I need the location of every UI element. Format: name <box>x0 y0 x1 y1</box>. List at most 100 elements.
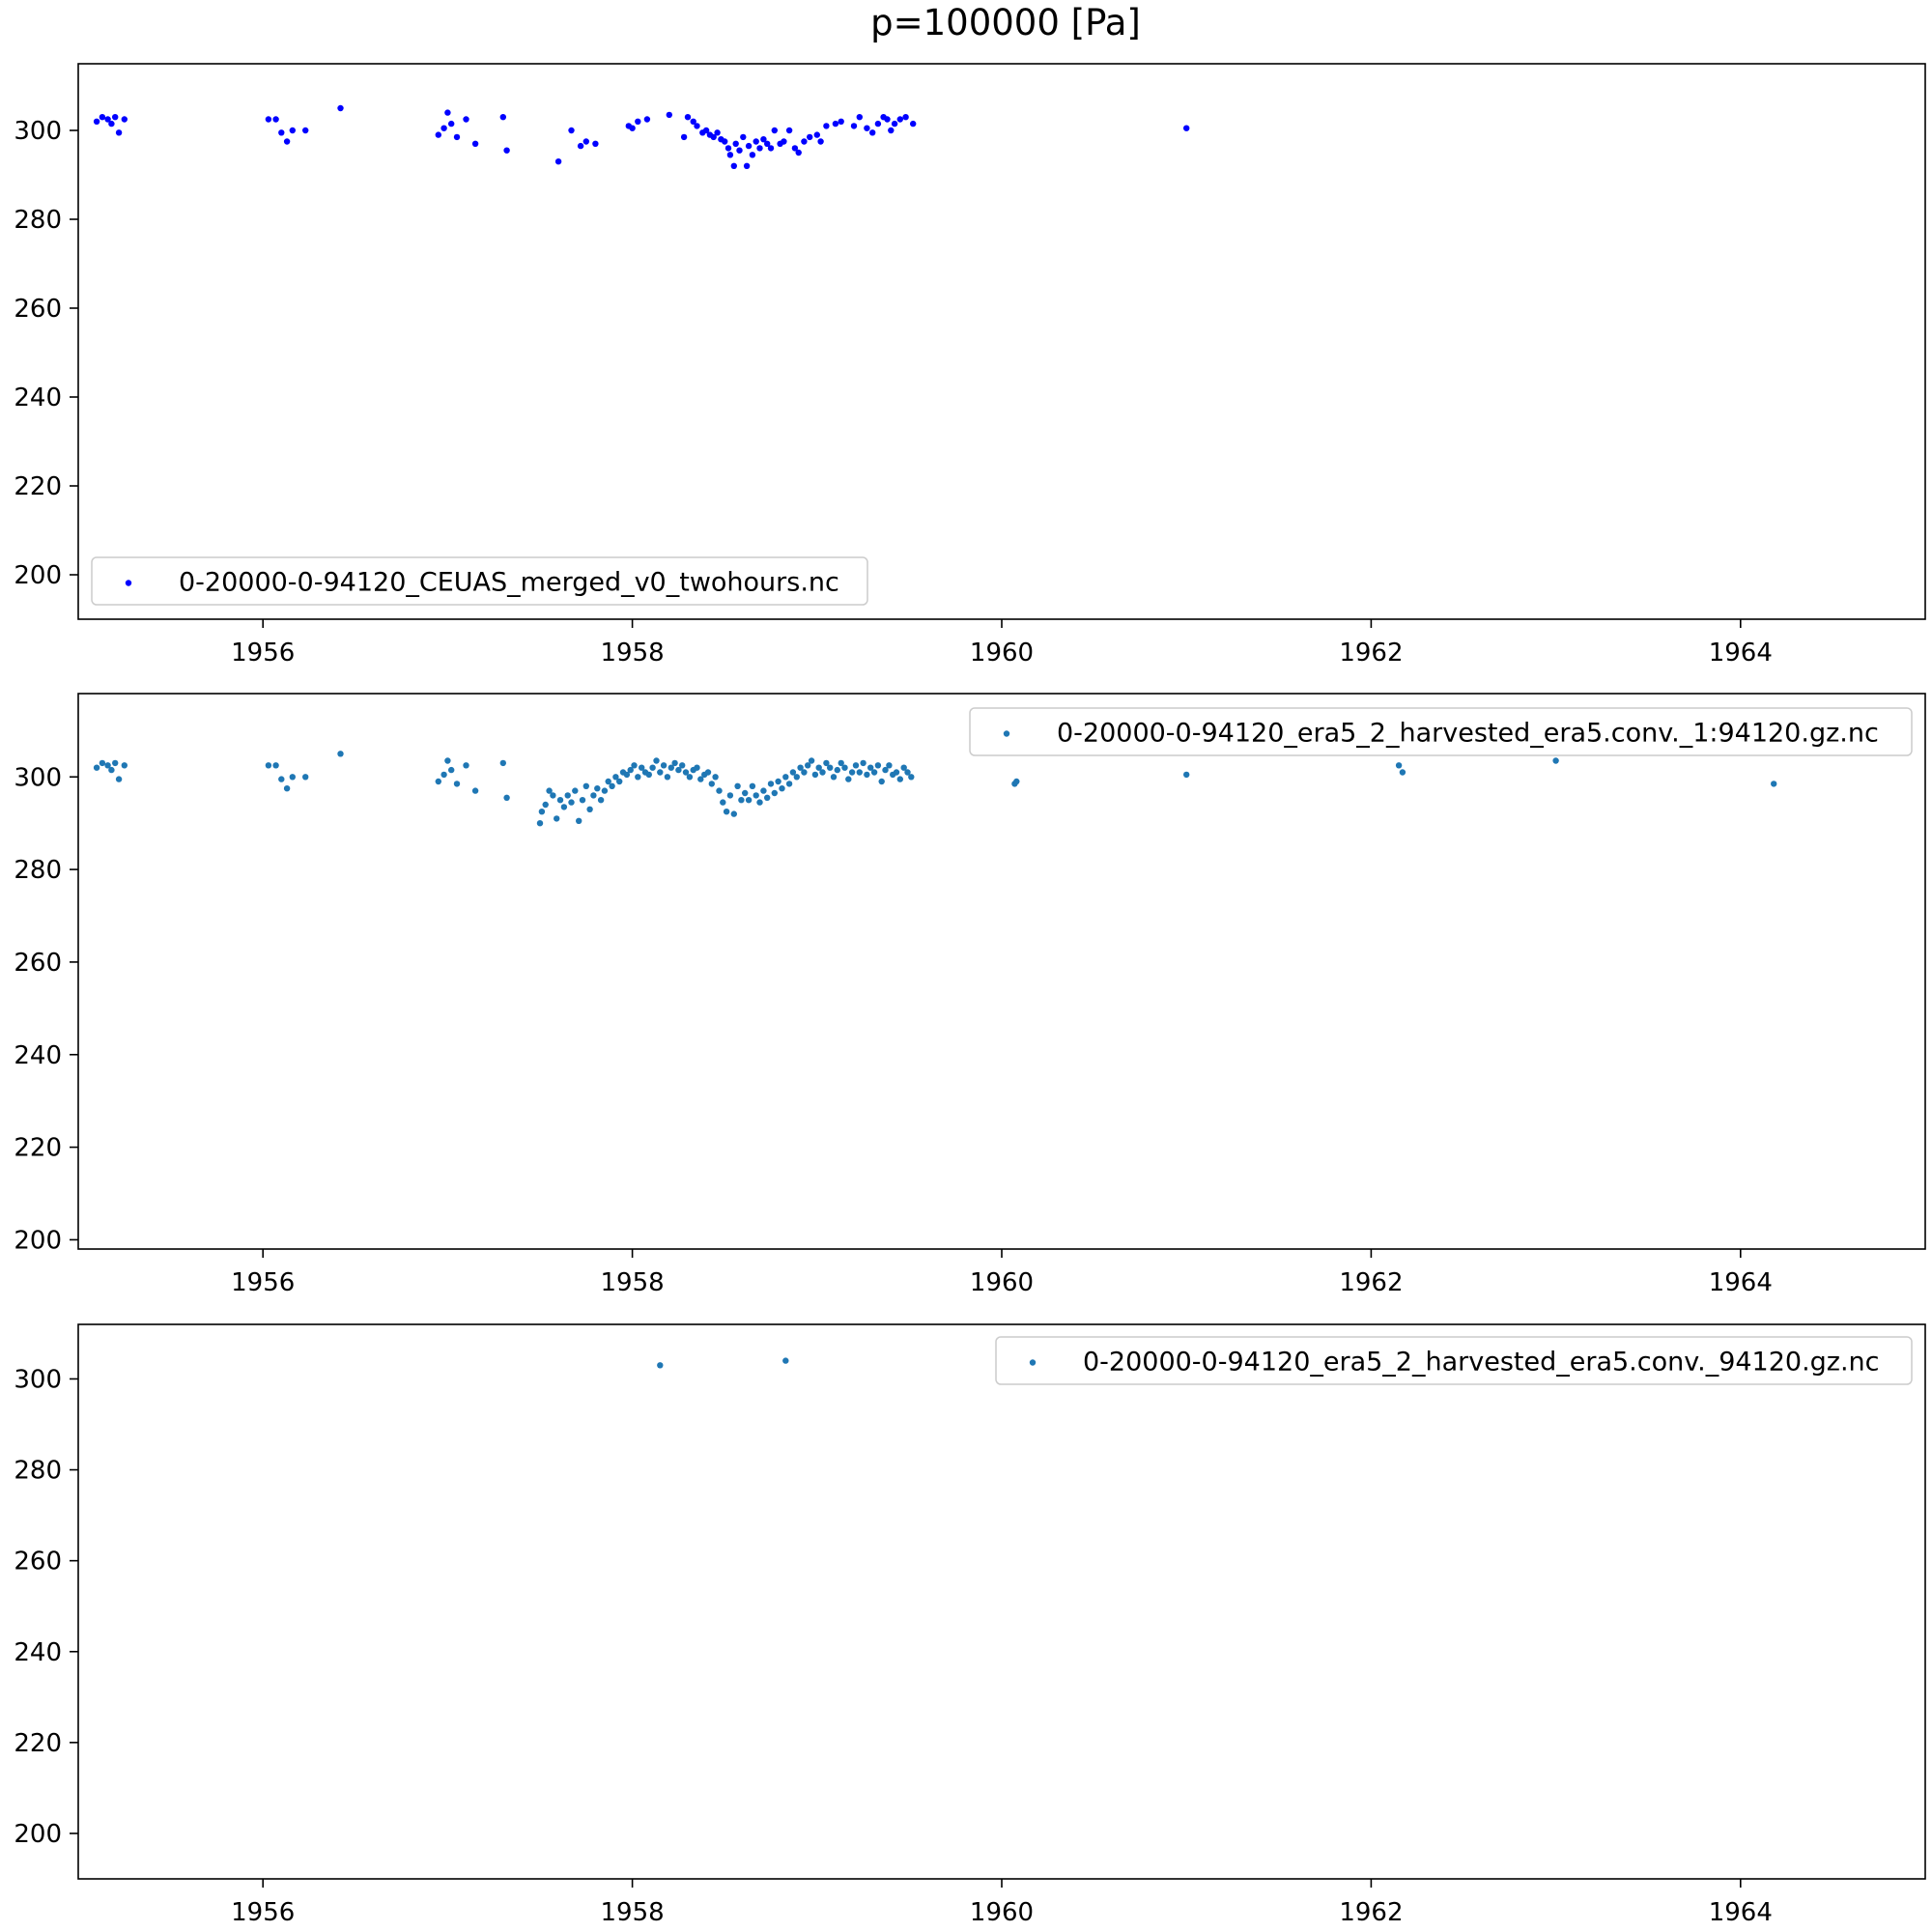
data-point <box>337 104 344 112</box>
data-point <box>546 787 553 794</box>
data-point <box>753 792 759 799</box>
x-tick-label: 1958 <box>601 1268 665 1297</box>
legend: 0-20000-0-94120_CEUAS_merged_v0_twohours… <box>91 556 868 606</box>
data-point <box>592 140 599 147</box>
data-point <box>864 771 870 779</box>
data-point <box>782 1357 789 1364</box>
data-point <box>819 769 826 776</box>
data-point <box>582 138 589 145</box>
data-point <box>440 125 447 131</box>
data-point <box>734 782 741 789</box>
data-point <box>896 776 903 782</box>
data-point <box>265 116 272 123</box>
data-point <box>616 778 623 785</box>
data-point <box>714 129 721 136</box>
data-point <box>499 114 506 121</box>
data-point <box>542 801 549 809</box>
legend: 0-20000-0-94120_era5_2_harvested_era5.co… <box>969 707 1913 756</box>
data-point <box>265 762 272 769</box>
data-point <box>690 118 696 125</box>
data-point <box>785 781 793 787</box>
data-point <box>666 111 672 119</box>
y-tick-label: 220 <box>14 1134 62 1163</box>
data-point <box>910 120 917 128</box>
y-tick-label: 240 <box>14 1041 62 1070</box>
data-point <box>749 782 756 789</box>
data-point <box>795 149 802 156</box>
data-point <box>278 129 285 136</box>
data-point <box>503 794 510 801</box>
legend-box <box>969 707 1913 756</box>
data-point <box>471 140 479 147</box>
data-point <box>791 145 799 152</box>
y-tick-label: 300 <box>14 763 62 792</box>
data-point <box>499 759 506 767</box>
data-point <box>679 762 686 769</box>
data-point <box>712 774 719 781</box>
legend-marker <box>125 580 132 586</box>
x-tick-label: 1964 <box>1709 1268 1773 1297</box>
data-point <box>730 162 737 169</box>
data-point <box>841 764 848 771</box>
data-point <box>702 127 710 134</box>
data-point <box>838 118 844 125</box>
data-point <box>115 129 123 136</box>
x-tick-label: 1964 <box>1709 1898 1773 1927</box>
y-tick-label: 280 <box>14 206 62 235</box>
data-point <box>653 757 660 764</box>
data-point <box>645 771 652 779</box>
data-point <box>1771 781 1777 787</box>
data-point <box>856 769 863 776</box>
data-point <box>684 114 692 121</box>
data-point <box>878 778 885 785</box>
x-tick-label: 1964 <box>1709 639 1773 668</box>
data-point <box>121 116 128 123</box>
data-point <box>682 769 690 776</box>
data-point <box>577 142 584 150</box>
data-point <box>882 766 889 774</box>
data-point <box>668 764 674 771</box>
data-point <box>1552 757 1559 764</box>
data-point <box>760 787 767 794</box>
data-point <box>686 774 694 781</box>
legend-marker <box>1003 730 1010 737</box>
data-point <box>93 118 100 125</box>
data-point <box>590 792 597 799</box>
data-point <box>789 769 797 776</box>
data-point <box>605 778 611 785</box>
axes-frame <box>77 693 1926 1250</box>
data-point <box>448 766 455 774</box>
data-point <box>115 776 123 782</box>
data-point <box>823 759 830 767</box>
legend-label: 0-20000-0-94120_CEUAS_merged_v0_twohours… <box>179 568 839 598</box>
data-point <box>823 123 830 129</box>
data-point <box>1399 769 1406 776</box>
data-point <box>99 759 106 767</box>
data-point <box>463 762 469 769</box>
scatter-points <box>93 751 1777 827</box>
data-point <box>886 762 893 769</box>
data-point <box>736 147 743 154</box>
x-tick-label: 1962 <box>1339 1898 1403 1927</box>
y-tick-label: 260 <box>14 1548 62 1577</box>
data-point <box>817 138 824 145</box>
y-tick-label: 200 <box>14 1226 62 1255</box>
x-tick-label: 1960 <box>970 639 1034 668</box>
legend-marker <box>1029 1359 1037 1366</box>
data-point <box>582 782 589 789</box>
data-point <box>834 766 840 774</box>
y-tick-label: 300 <box>14 1365 62 1394</box>
data-point <box>869 129 876 136</box>
data-point <box>579 797 586 804</box>
y-tick-label: 260 <box>14 949 62 978</box>
data-point <box>448 120 455 128</box>
data-point <box>775 778 781 785</box>
data-point <box>781 138 787 145</box>
data-point <box>572 787 579 794</box>
legend: 0-20000-0-94120_era5_2_harvested_era5.co… <box>995 1336 1913 1385</box>
data-point <box>657 1362 664 1369</box>
data-point <box>767 781 775 787</box>
data-point <box>664 774 671 781</box>
data-point <box>503 147 510 154</box>
